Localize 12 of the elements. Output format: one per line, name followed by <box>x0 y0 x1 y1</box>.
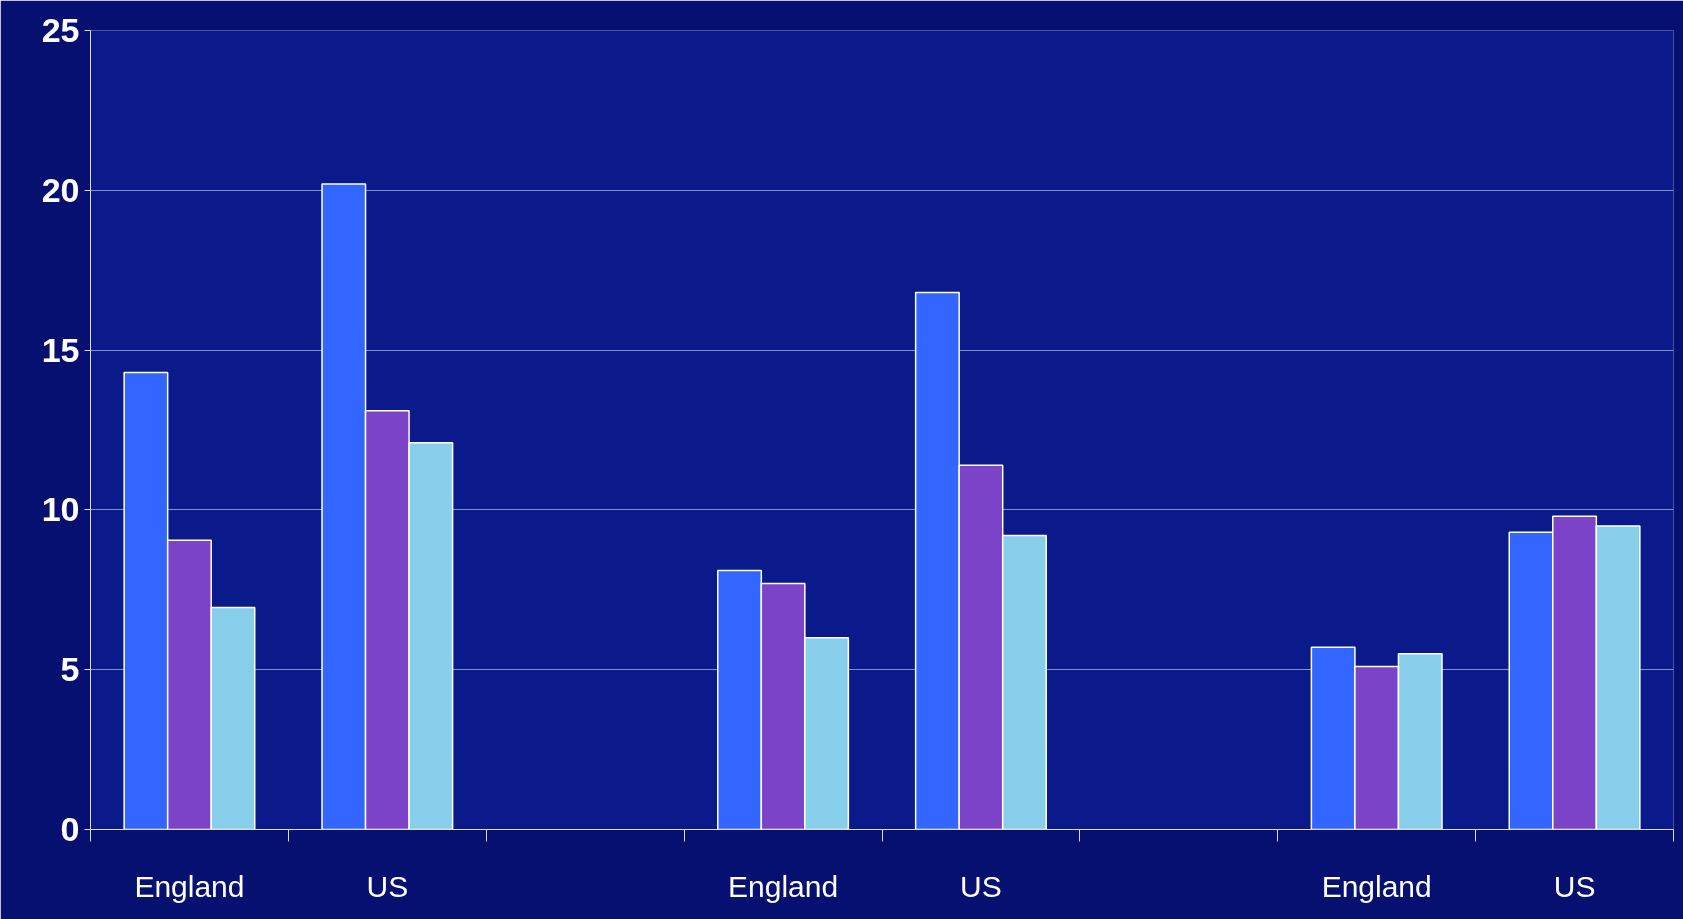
x-tick-label: England <box>134 869 245 903</box>
y-tick-label: 5 <box>60 650 80 689</box>
x-tick-label: England <box>1321 869 1432 903</box>
x-tick-label: US <box>366 869 409 903</box>
y-tick-label: 15 <box>41 330 80 369</box>
x-tick-label: England <box>728 869 839 903</box>
x-tick-label: US <box>960 869 1002 903</box>
x-tick-label: US <box>1553 869 1596 903</box>
y-tick-label: 25 <box>41 11 80 49</box>
y-tick-label: 20 <box>41 170 80 209</box>
y-tick-label: 10 <box>41 490 80 529</box>
y-tick-label: 0 <box>60 810 80 848</box>
